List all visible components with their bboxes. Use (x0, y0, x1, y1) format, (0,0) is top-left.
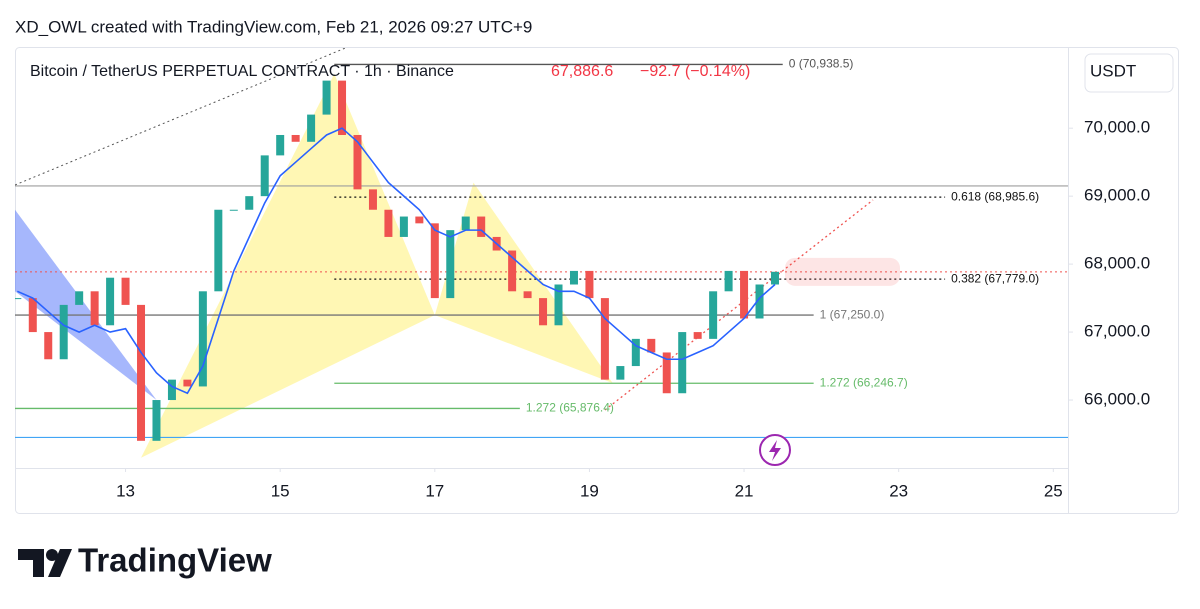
y-tick-label: 69,000.0 (1084, 186, 1150, 205)
candle (307, 114, 316, 142)
candle (647, 338, 656, 353)
ma-line (16, 127, 776, 395)
candle (755, 284, 764, 319)
candle (214, 209, 223, 292)
last-price: 67,886.6 (551, 63, 613, 80)
candle (600, 298, 609, 380)
candle (229, 209, 238, 211)
candle (338, 80, 347, 135)
event-bolt (769, 440, 781, 461)
candle (137, 304, 146, 441)
candle (291, 134, 300, 142)
candle (569, 270, 578, 285)
candle (322, 80, 331, 115)
candle (15, 298, 22, 300)
candle (770, 271, 779, 285)
candle (415, 216, 424, 224)
projection-box (785, 257, 900, 286)
candle (539, 298, 548, 326)
candle (399, 216, 408, 237)
currency-button[interactable] (1084, 53, 1174, 93)
candle (75, 291, 84, 305)
x-tick-label: 25 (1044, 481, 1063, 500)
candle (260, 155, 269, 197)
candle (523, 291, 532, 299)
x-tick-label: 15 (271, 481, 290, 500)
x-tick-label: 13 (116, 481, 135, 500)
trend-line (15, 48, 347, 186)
candle (368, 189, 377, 210)
candle (44, 332, 53, 360)
overlay: 66,000.0 67,000.0 68,000.0 69,000.0 70,000.0… (116, 57, 1150, 501)
candle (554, 284, 563, 326)
symbol: Bitcoin / TetherUS PERPETUAL CONTRACT · … (30, 63, 454, 80)
candle (198, 291, 207, 387)
x-tick-label: 17 (425, 481, 444, 500)
credit: XD_OWL created with TradingView.com, Feb… (15, 17, 532, 36)
candle (678, 332, 687, 394)
y-tick-label: 67,000.0 (1084, 322, 1150, 341)
candle (430, 223, 439, 299)
candle (508, 250, 517, 292)
candle (662, 352, 671, 394)
candle (245, 196, 254, 210)
candle (276, 134, 285, 156)
y-tick-label: 66,000.0 (1084, 390, 1150, 409)
candle (585, 270, 594, 299)
candle (167, 379, 176, 401)
logo-mark (18, 549, 72, 577)
fib-label: 1 (67,250.0) (820, 307, 885, 321)
candle (152, 400, 161, 441)
candle (106, 277, 115, 326)
x-tick-label: 23 (889, 481, 908, 500)
candle (353, 134, 362, 190)
fib-label: 1.272 (65,876.4) (526, 401, 614, 415)
candle (28, 298, 37, 333)
candle (740, 270, 749, 319)
candle (709, 291, 718, 339)
fib-label: 1.272 (66,246.7) (820, 375, 908, 389)
candle (446, 230, 455, 299)
y-tick-label: 70,000.0 (1084, 118, 1150, 137)
y-tick-label: 68,000.0 (1084, 254, 1150, 273)
candle (461, 216, 470, 231)
candle (90, 291, 99, 326)
candle (183, 379, 192, 387)
candle (121, 277, 130, 305)
price-change: −92.7 (−0.14%) (640, 63, 750, 80)
fib-label: 0 (70,938.5) (789, 57, 854, 71)
x-tick-label: 19 (580, 481, 599, 500)
currency[interactable]: USDT (1090, 61, 1136, 80)
candle (59, 304, 68, 360)
candle (477, 216, 486, 237)
candle (631, 338, 640, 367)
projection-arrow (604, 199, 874, 411)
pattern (15, 209, 157, 401)
plot (15, 48, 1068, 458)
x-tick-label: 21 (735, 481, 754, 500)
logo: TradingView (78, 542, 272, 579)
candle (616, 366, 625, 380)
candle (693, 332, 702, 339)
candle (724, 270, 733, 292)
candle (384, 209, 393, 237)
fib-label: 0.618 (68,985.6) (951, 189, 1039, 203)
fib-label: 0.382 (67,779.0) (951, 271, 1039, 285)
